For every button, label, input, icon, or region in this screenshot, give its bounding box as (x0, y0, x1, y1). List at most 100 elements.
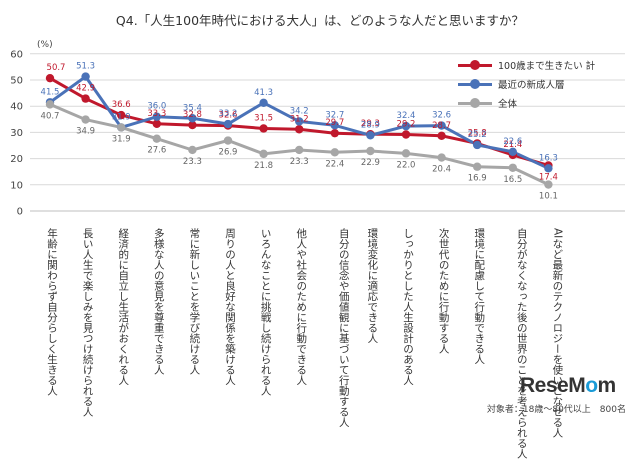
data-labels: 50.7 42.9 36.6 33.3 32.8 32.6 31.5 31.2 29.7 29.3… (41, 62, 558, 202)
data-point (366, 146, 375, 156)
data-point (259, 149, 268, 159)
x-tick-label-line: 多様な人の意見を尊重できる人 (152, 228, 165, 375)
x-tick-label-line: 自分がなくなった後の世界のことを (515, 228, 528, 396)
legend-item-new-adults: 最近の新成人層 (458, 74, 626, 93)
data-label: 51.3 (76, 62, 95, 72)
legend-swatch-blue (458, 78, 492, 90)
y-tick-label: 20 (10, 154, 23, 165)
x-tick-label: いろんなことに挑戦し続けられる人 (256, 228, 272, 396)
data-label: 31.2 (290, 114, 309, 124)
data-label: 28.9 (361, 120, 380, 130)
data-point (152, 134, 161, 143)
data-point (45, 100, 55, 109)
x-tick-label: しっかりとした人生設計のある人 (398, 228, 414, 386)
x-tick-label: 環境変化に適応できる人 (362, 228, 378, 344)
data-point (259, 124, 268, 133)
x-tick-label: 次世代のために行動する人 (434, 228, 450, 354)
x-tick-label: 常に新しいことを学び続ける人 (184, 228, 200, 375)
data-point (437, 121, 446, 130)
x-tick-label-line: しっかりとした人生設計のある人 (402, 228, 414, 386)
legend: 100歳まで生きたい 計 最近の新成人層 全体 (458, 55, 626, 112)
data-label: 50.7 (47, 63, 66, 73)
x-tick-label-line: いろんなことに挑戦し続けられる人 (259, 228, 272, 396)
legend-item-overall: 全体 (458, 93, 626, 112)
x-tick-label: 自分の信念や価値観に基づいて行動する人 (320, 228, 350, 428)
data-point (473, 162, 482, 171)
x-tick-label-line: AIなど最新のテクノロジーを (551, 228, 564, 365)
data-label: 23.3 (183, 157, 202, 167)
x-tick-label-line: 年齢に関わらず自分らしく生きる人 (46, 228, 58, 396)
data-label: 27.6 (147, 146, 166, 156)
x-tick-label: AIなど最新のテクノロジーを使いこなせる人 (533, 228, 563, 438)
data-label: 29.3 (361, 119, 380, 129)
legend-label: 100歳まで生きたい 計 (498, 60, 596, 72)
x-tick-label-line: 周りの人と良好な関係を築ける人 (224, 228, 236, 386)
data-label: 22.4 (325, 159, 344, 169)
x-tick-label-line: 環境変化に適応できる人 (366, 228, 379, 344)
y-axis-unit: (%) (37, 40, 53, 50)
data-point (188, 120, 197, 130)
data-point (117, 123, 126, 132)
data-label: 21.4 (503, 140, 522, 150)
y-tick-label: 10 (10, 180, 23, 191)
y-tick-label: 40 (10, 102, 23, 113)
sample-note: 対象者：18歳～80代以上 800名 (486, 405, 626, 415)
data-point (473, 140, 482, 150)
data-point (81, 72, 90, 81)
data-label: 35.4 (183, 103, 202, 113)
data-label: 22.6 (503, 137, 522, 147)
data-point (401, 149, 411, 158)
data-point (401, 130, 411, 139)
data-label: 32.7 (325, 110, 344, 120)
data-point (437, 131, 446, 141)
data-label: 22.0 (397, 160, 416, 170)
legend-swatch-red (458, 59, 492, 71)
data-point (330, 128, 339, 138)
x-tick-label-line: 人 (337, 417, 350, 428)
data-label: 26.9 (219, 148, 238, 158)
data-point (544, 180, 553, 189)
data-point (152, 119, 161, 128)
data-point (223, 136, 233, 145)
data-point (188, 114, 197, 123)
data-label: 10.1 (539, 192, 558, 202)
data-label: 28.7 (432, 121, 451, 131)
data-label: 34.9 (76, 127, 95, 137)
data-label: 32.4 (397, 111, 416, 121)
y-tick-label: 0 (17, 207, 23, 218)
x-tick-label: 環境に配慮して行動できる人 (469, 228, 485, 365)
data-label: 31.5 (254, 113, 273, 123)
x-tick-label: 自分がなくなった後の世界のことを考えられる人 (498, 228, 528, 459)
data-point (223, 119, 233, 129)
data-label: 34.2 (290, 106, 309, 116)
data-label: 41.3 (254, 88, 273, 98)
data-label: 41.5 (41, 87, 60, 97)
data-point (508, 163, 517, 172)
data-point (508, 147, 517, 156)
data-label: 29.7 (325, 118, 344, 128)
x-tick-label-line: 使いこなせる人 (551, 364, 564, 438)
y-tick-label: 50 (10, 76, 23, 87)
legend-label: 全体 (498, 98, 518, 110)
x-tick-label-line: 環境に配慮して行動できる人 (473, 228, 486, 365)
data-point (330, 121, 339, 130)
data-label: 16.5 (503, 175, 522, 185)
data-point (259, 98, 268, 107)
data-label: 31.9 (112, 134, 131, 144)
x-tick-label-line: 常に新しいことを学び続ける人 (188, 228, 201, 375)
data-label: 16.9 (468, 174, 487, 184)
y-tick-label: 60 (10, 49, 23, 60)
data-label: 33.3 (147, 109, 166, 119)
x-tick-label: 長い人生で楽しみを見つけ続けられる人 (78, 228, 94, 417)
data-label: 36.0 (147, 102, 166, 112)
data-label: 32.8 (183, 110, 202, 120)
data-label: 40.7 (41, 111, 60, 121)
legend-label: 最近の新成人層 (498, 79, 565, 91)
data-point (81, 94, 90, 103)
x-tick-label-line: 他人や社会のために行動できる人 (295, 228, 308, 386)
x-tick-label-line: 経済的に自立し生活がおくれる人 (117, 228, 130, 386)
data-point (544, 164, 553, 173)
data-label: 29.2 (397, 119, 416, 129)
y-tick-labels: 0 10 20 30 40 50 60 (10, 49, 23, 217)
y-tick-label: 30 (10, 128, 23, 139)
